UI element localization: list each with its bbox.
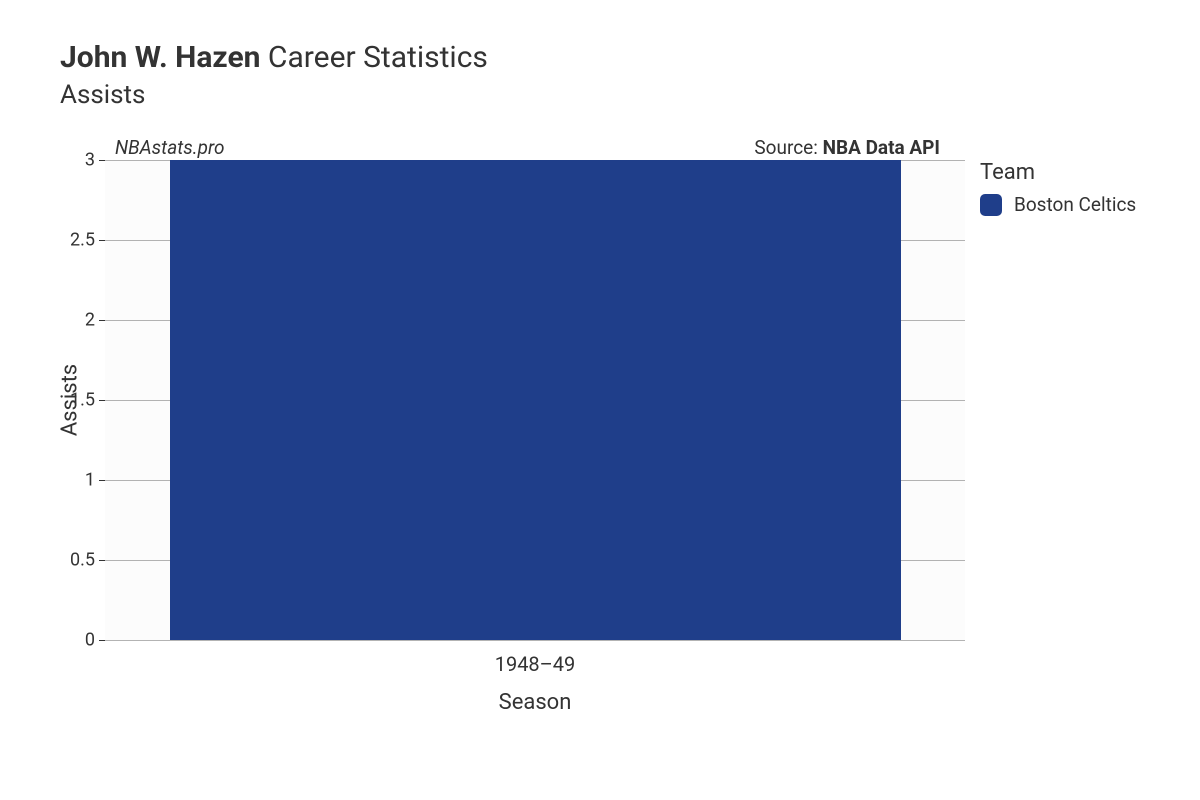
- y-tick-label: 0.5: [70, 550, 95, 571]
- source-prefix: Source:: [754, 136, 822, 159]
- legend: Team Boston Celtics: [980, 160, 1136, 216]
- chart-title: John W. Hazen Career Statistics: [60, 40, 488, 76]
- y-tick-label: 3: [85, 150, 95, 171]
- title-suffix: Career Statistics: [268, 40, 488, 75]
- y-tick-label: 2: [85, 310, 95, 331]
- x-tick-label: 1948–49: [495, 652, 576, 676]
- y-tick-label: 2.5: [70, 230, 95, 251]
- legend-title: Team: [980, 160, 1136, 185]
- watermark-text: NBAstats.pro: [115, 136, 225, 159]
- gridline: [105, 640, 965, 641]
- y-tick-label: 1: [85, 470, 95, 491]
- chart-subtitle: Assists: [60, 80, 488, 110]
- player-name: John W. Hazen: [60, 40, 260, 75]
- legend-swatch: [980, 194, 1002, 216]
- title-block: John W. Hazen Career Statistics Assists: [60, 40, 488, 110]
- chart-area: NBAstats.pro Source: NBA Data API Assist…: [60, 130, 1140, 750]
- bar: [170, 160, 901, 640]
- legend-item: Boston Celtics: [980, 193, 1136, 216]
- legend-label: Boston Celtics: [1014, 193, 1136, 216]
- x-axis-title: Season: [499, 690, 572, 715]
- source-text: Source: NBA Data API: [754, 136, 940, 159]
- y-tick-label: 0: [85, 630, 95, 651]
- chart-container: John W. Hazen Career Statistics Assists …: [0, 0, 1200, 800]
- y-tick-label: 1.5: [70, 390, 95, 411]
- plot-region: Assists Season 00.511.522.531948–49: [105, 160, 965, 640]
- y-tick-mark: [99, 640, 105, 641]
- source-name: NBA Data API: [823, 136, 940, 159]
- legend-items: Boston Celtics: [980, 193, 1136, 216]
